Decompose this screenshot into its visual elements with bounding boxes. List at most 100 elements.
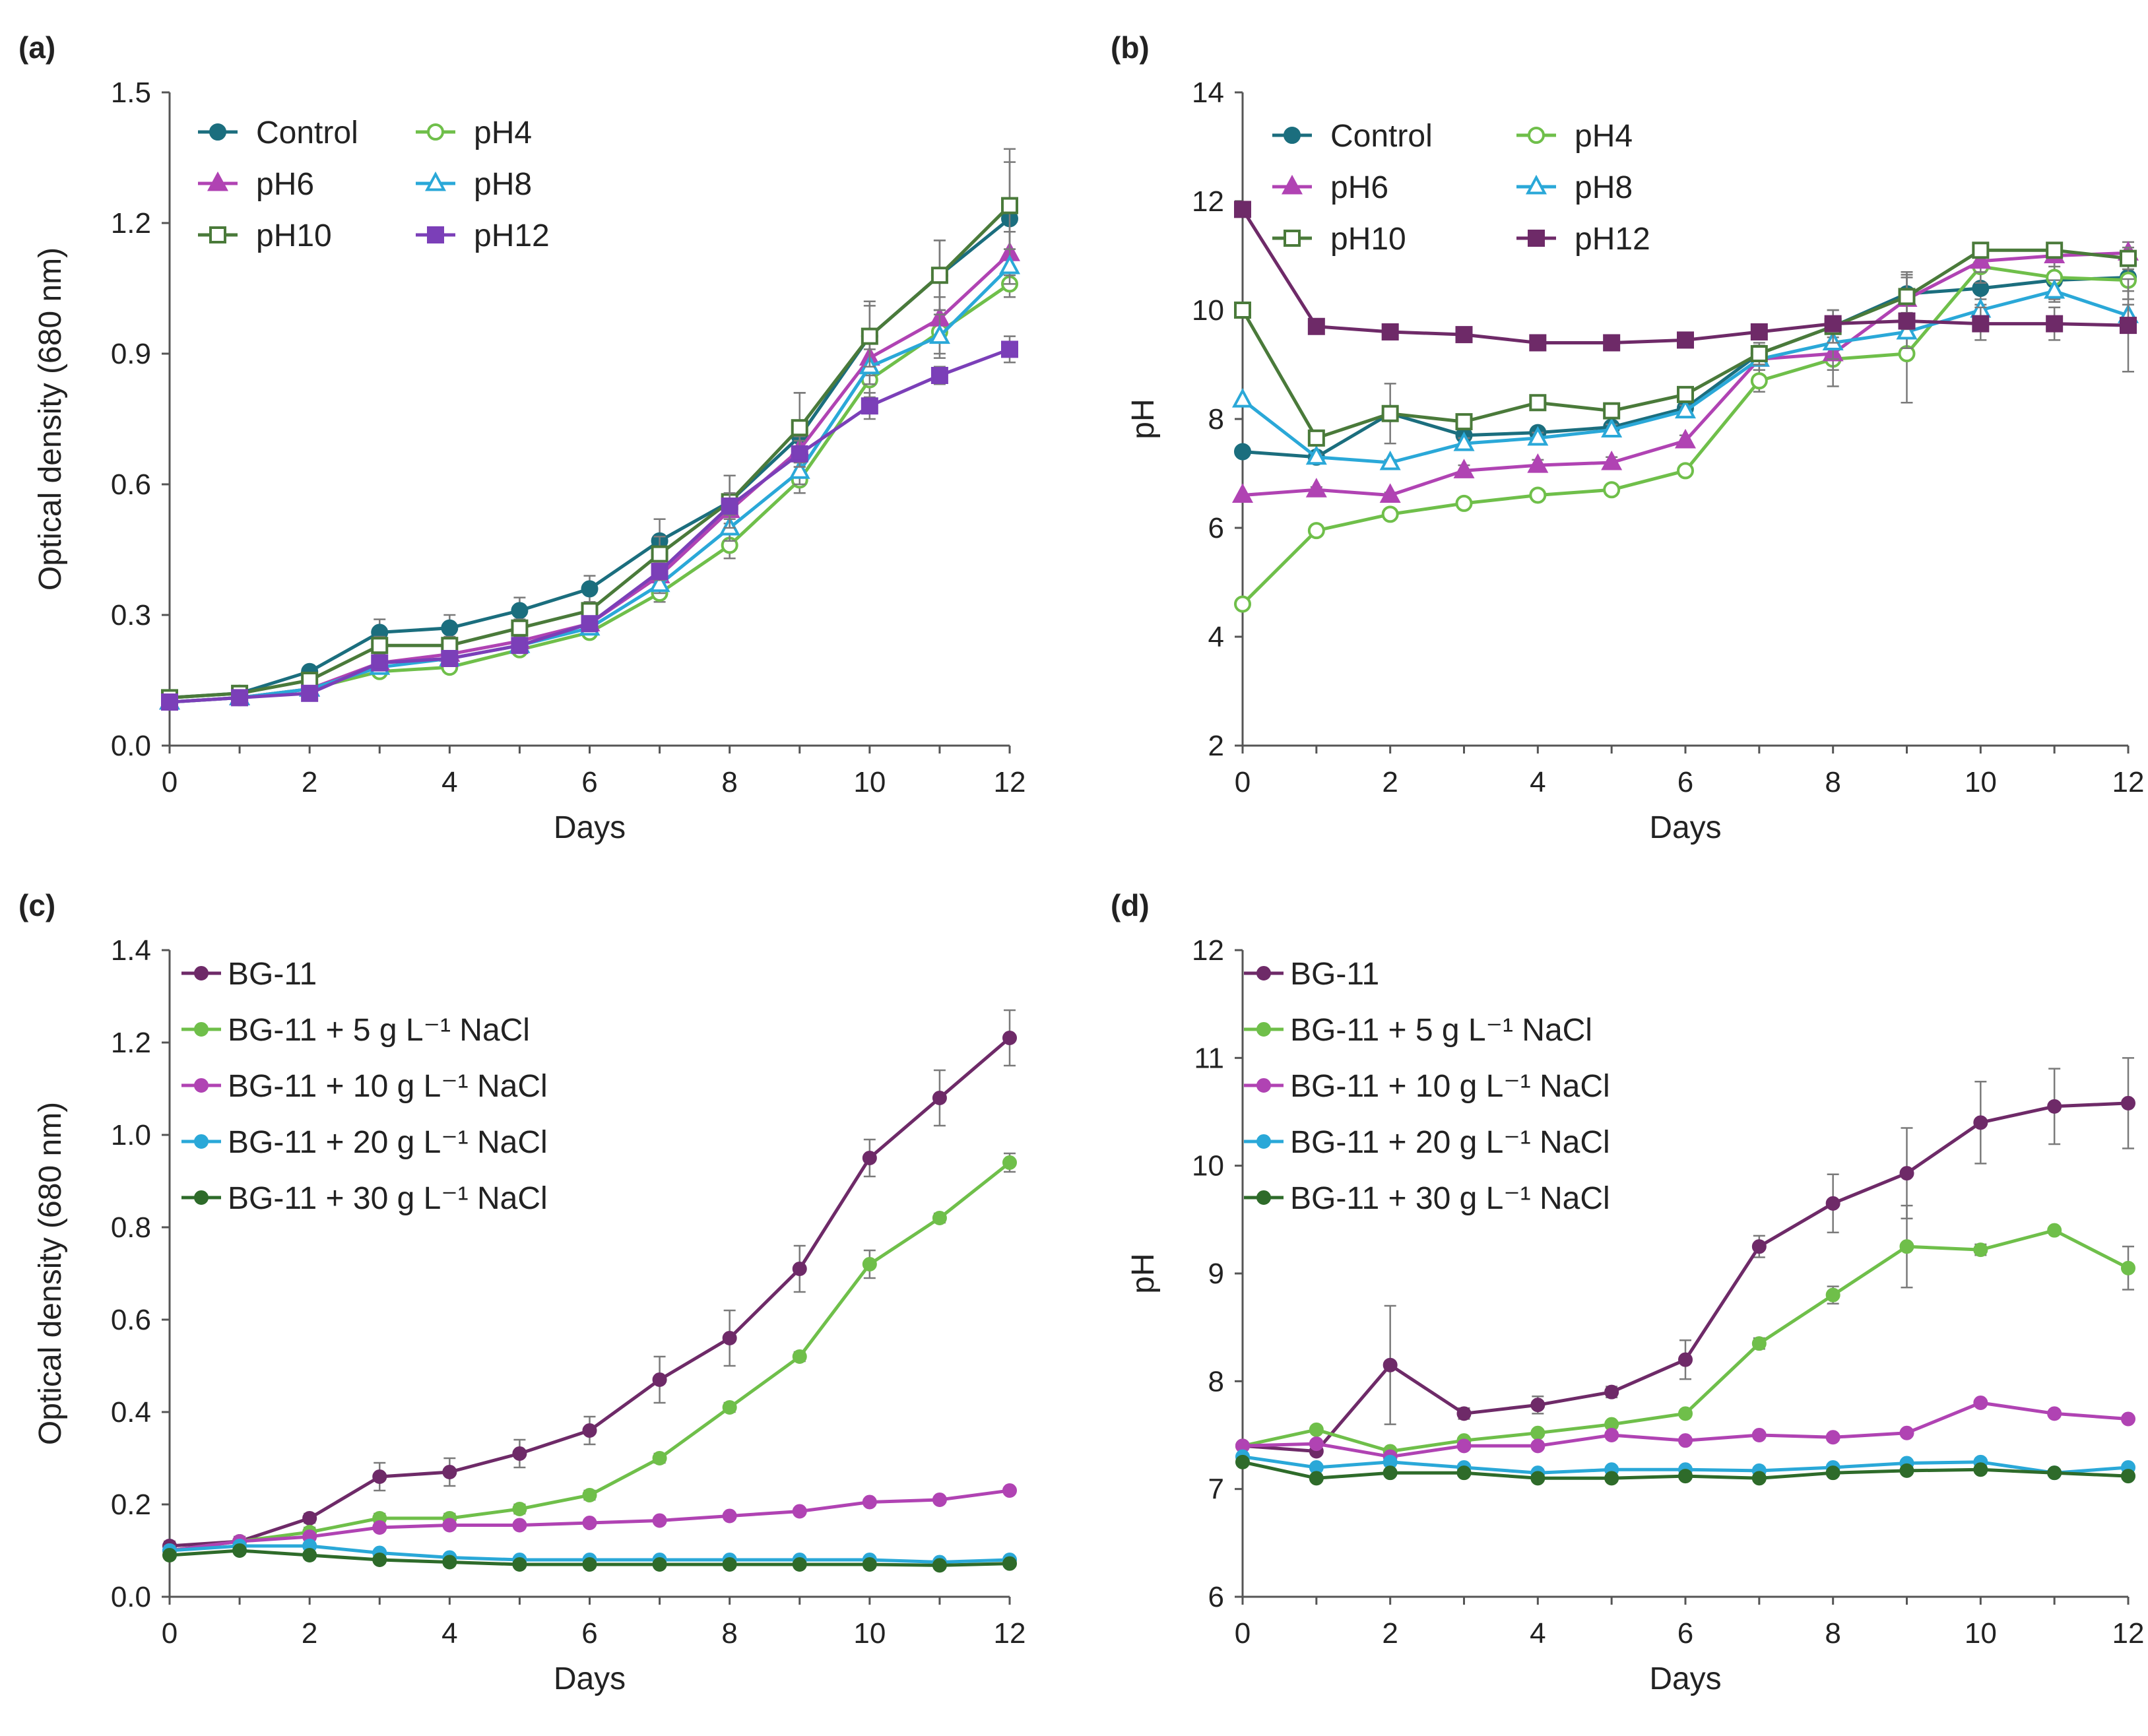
data-point — [1973, 1242, 1988, 1258]
data-point — [1604, 1471, 1619, 1486]
data-point — [652, 1451, 667, 1465]
data-point — [1530, 1425, 1546, 1440]
legend-entry: BG-11 + 5 g L⁻¹ NaCl — [1244, 1013, 1592, 1048]
y-tick-label: 0.2 — [111, 1489, 151, 1521]
legend-entry: Control — [198, 115, 358, 150]
series-line — [169, 1037, 1011, 1548]
data-point — [582, 1488, 597, 1502]
legend-marker — [194, 1022, 209, 1037]
legend-marker — [1256, 1190, 1271, 1205]
data-point — [1309, 1422, 1324, 1437]
data-point — [231, 689, 249, 707]
data-point — [372, 1469, 387, 1484]
y-axis-title: pH — [1126, 1253, 1161, 1293]
data-point — [232, 1543, 247, 1558]
data-point — [512, 1502, 527, 1516]
y-tick-label: 1.2 — [111, 1027, 151, 1059]
legend-label: BG-11 + 30 g L⁻¹ NaCl — [1290, 1181, 1610, 1216]
data-point — [511, 602, 529, 620]
series-6 — [1234, 201, 2137, 373]
data-point — [512, 1518, 527, 1533]
data-point — [649, 572, 670, 593]
legend-label: pH8 — [1575, 170, 1633, 205]
data-point — [722, 1508, 737, 1524]
data-point — [301, 684, 319, 702]
legend-label: BG-11 + 30 g L⁻¹ NaCl — [228, 1181, 548, 1216]
legend-marker — [1256, 1022, 1271, 1037]
y-tick-label: 9 — [1208, 1258, 1224, 1290]
x-tick-label: 6 — [581, 766, 597, 798]
data-point — [2046, 241, 2064, 259]
data-point — [441, 619, 459, 637]
data-point — [1453, 459, 1475, 478]
y-tick-label: 0.6 — [111, 468, 151, 501]
series-2 — [1234, 249, 2137, 613]
data-point — [1674, 399, 1697, 419]
data-point — [2121, 1095, 2135, 1110]
data-point — [1456, 1465, 1472, 1481]
data-point — [789, 459, 810, 479]
data-point — [1307, 317, 1325, 335]
legend-entry: pH8 — [1516, 170, 1633, 205]
legend-label: Control — [1330, 119, 1433, 154]
legend-entry: BG-11 + 30 g L⁻¹ NaCl — [1244, 1181, 1610, 1216]
data-point — [1825, 1430, 1840, 1445]
legend-entry: pH12 — [416, 218, 550, 253]
data-point — [2121, 1469, 2135, 1484]
legend-entry: BG-11 + 10 g L⁻¹ NaCl — [1244, 1069, 1610, 1104]
data-point — [1529, 486, 1547, 504]
data-point — [1603, 334, 1621, 352]
data-point — [1825, 1196, 1840, 1211]
data-point — [930, 267, 948, 284]
x-tick-label: 2 — [1382, 1617, 1398, 1650]
data-point — [1674, 428, 1697, 449]
data-point — [652, 1372, 667, 1387]
data-point — [1678, 1469, 1693, 1484]
data-point — [1234, 201, 1251, 218]
data-point — [2047, 1465, 2062, 1481]
x-axis-title: Days — [554, 810, 626, 845]
data-point — [1379, 450, 1401, 470]
series-2 — [1235, 1204, 2135, 1459]
data-point — [1455, 413, 1473, 431]
x-tick-label: 12 — [2112, 766, 2145, 798]
legend-label: BG-11 + 20 g L⁻¹ NaCl — [1290, 1125, 1610, 1160]
legend-marker — [194, 966, 209, 981]
data-point — [1456, 1406, 1472, 1421]
data-point — [441, 650, 459, 667]
legend-label: pH10 — [256, 218, 332, 253]
legend-entry: BG-11 + 20 g L⁻¹ NaCl — [1244, 1125, 1610, 1160]
data-point — [1002, 1483, 1017, 1498]
data-point — [1307, 429, 1325, 447]
x-tick-label: 0 — [1235, 1617, 1251, 1650]
data-point — [1455, 326, 1473, 344]
data-point — [1381, 323, 1399, 340]
data-point — [928, 324, 950, 344]
x-tick-label: 10 — [1965, 766, 1997, 798]
y-tick-label: 0.3 — [111, 599, 151, 631]
data-point — [371, 654, 389, 672]
data-point — [932, 1211, 947, 1225]
data-point — [1678, 1352, 1693, 1367]
data-point — [1601, 450, 1623, 470]
data-point — [581, 580, 599, 598]
data-point — [1002, 1031, 1017, 1045]
x-tick-label: 4 — [1530, 766, 1546, 798]
x-tick-label: 12 — [994, 1617, 1026, 1650]
data-point — [1002, 1556, 1017, 1571]
data-point — [1235, 1454, 1250, 1469]
data-point — [1456, 1438, 1472, 1454]
data-point — [512, 1557, 527, 1572]
data-point — [1751, 1336, 1767, 1351]
y-tick-label: 6 — [1208, 512, 1224, 544]
legend-entry: BG-11 + 30 g L⁻¹ NaCl — [181, 1181, 548, 1216]
data-point — [511, 637, 529, 655]
legend-marker — [427, 226, 444, 243]
data-point — [2046, 315, 2064, 333]
data-point — [1234, 443, 1251, 461]
y-tick-label: 14 — [1192, 77, 1224, 109]
legend-marker — [209, 226, 226, 243]
data-point — [1973, 1115, 1988, 1130]
data-point — [1530, 1398, 1546, 1413]
